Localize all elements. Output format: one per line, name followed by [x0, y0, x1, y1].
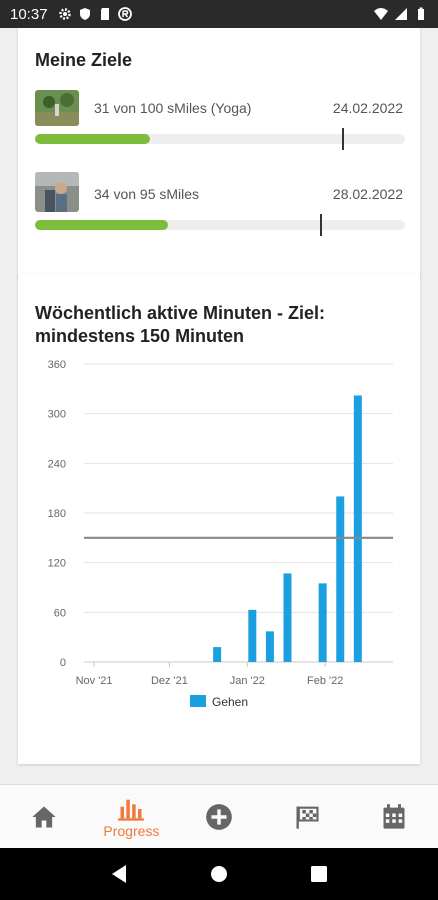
- recents-icon[interactable]: [310, 865, 328, 883]
- settings-icon: [58, 8, 71, 20]
- status-bar: 10:37: [0, 0, 438, 28]
- bar: [265, 631, 274, 662]
- goal-item[interactable]: 31 von 100 sMiles (Yoga) 24.02.2022: [35, 90, 405, 150]
- shield-icon: [79, 8, 90, 20]
- y-tick-label: 240: [48, 458, 66, 470]
- goal-target-marker: [342, 128, 345, 150]
- back-icon[interactable]: [110, 864, 128, 884]
- weekly-minutes-chart: 0 60 120 180 240 300 360 Nov '21 Dez '21 Jan '22 F…: [48, 359, 393, 709]
- bar: [213, 647, 222, 662]
- goal-text: 34 von 95 sMiles: [94, 186, 200, 202]
- y-tick-label: 360: [48, 359, 66, 371]
- goal-progress-fill: [35, 134, 150, 144]
- flag-icon: [296, 806, 319, 829]
- nav-challenges[interactable]: [263, 785, 351, 848]
- bar: [283, 573, 292, 662]
- x-tick-label: Dez '21: [151, 675, 188, 687]
- bar-chart-icon: [118, 799, 145, 821]
- goal-progress-bar: [35, 128, 405, 150]
- goal-text: 31 von 100 sMiles (Yoga): [94, 100, 252, 116]
- goal-progress-bar: [35, 214, 405, 236]
- goal-progress-fill: [35, 220, 169, 230]
- sd-card-icon: [100, 8, 109, 20]
- goal-date: 28.02.2022: [332, 186, 403, 202]
- bar: [318, 583, 327, 662]
- legend-label: Gehen: [212, 695, 248, 709]
- bottom-navigation: Progress: [0, 784, 438, 848]
- x-tick-label: Jan '22: [230, 675, 265, 687]
- goals-card: Meine Ziele 31 von 100 sMiles (Yoga) 24.…: [18, 28, 420, 278]
- nav-home[interactable]: [0, 785, 88, 848]
- bar: [353, 395, 362, 662]
- bar: [336, 496, 345, 662]
- x-tick-label: Feb '22: [307, 675, 343, 687]
- nav-progress[interactable]: Progress: [88, 785, 176, 848]
- home-icon: [32, 806, 56, 827]
- y-tick-label: 120: [48, 558, 66, 570]
- battery-icon: [418, 7, 424, 20]
- y-tick-label: 0: [60, 657, 66, 669]
- main-content[interactable]: Meine Ziele 31 von 100 sMiles (Yoga) 24.…: [0, 28, 438, 784]
- goals-title: Meine Ziele: [35, 50, 133, 70]
- nav-calendar[interactable]: [350, 785, 438, 848]
- goal-thumbnail: [35, 90, 79, 126]
- chart-title: Wöchentlich aktive Minuten - Ziel: minde…: [35, 303, 326, 346]
- goal-target-marker: [319, 214, 322, 236]
- goal-thumbnail: [35, 172, 79, 212]
- plus-circle-icon: [206, 803, 232, 830]
- goal-item[interactable]: 34 von 95 sMiles 28.02.2022: [35, 172, 405, 236]
- home-button-icon[interactable]: [209, 864, 229, 884]
- goal-date: 24.02.2022: [332, 100, 403, 116]
- bar: [248, 609, 257, 662]
- app-icon: [117, 7, 132, 21]
- nav-add[interactable]: [175, 785, 263, 848]
- y-tick-label: 180: [48, 508, 66, 520]
- y-tick-label: 300: [48, 409, 66, 421]
- status-time: 10:37: [10, 5, 48, 23]
- calendar-icon: [383, 803, 405, 829]
- system-navigation-bar: [0, 848, 438, 900]
- nav-progress-label: Progress: [103, 822, 160, 839]
- activity-chart-card: Wöchentlich aktive Minuten - Ziel: minde…: [18, 274, 420, 764]
- x-tick-label: Nov '21: [76, 675, 113, 687]
- legend-swatch: [190, 695, 206, 707]
- signal-icon: [395, 8, 407, 20]
- y-tick-label: 60: [54, 607, 66, 619]
- wifi-icon: [374, 8, 388, 20]
